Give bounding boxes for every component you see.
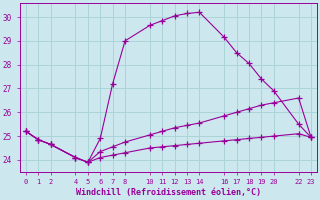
X-axis label: Windchill (Refroidissement éolien,°C): Windchill (Refroidissement éolien,°C) <box>76 188 261 197</box>
